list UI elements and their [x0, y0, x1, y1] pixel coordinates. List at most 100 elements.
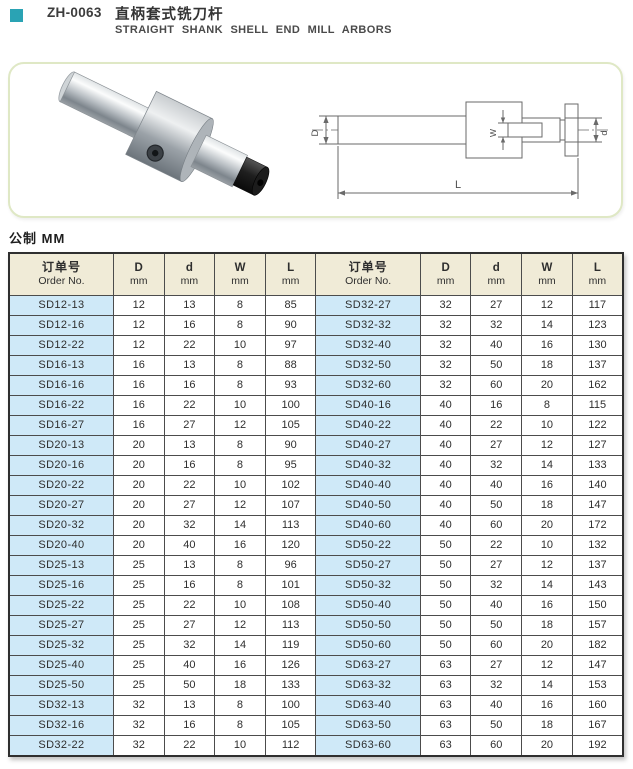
dim-value-cell: 32 — [470, 315, 523, 336]
metric-unit-label: 公制 MM — [9, 231, 66, 246]
dim-value-cell: 167 — [571, 715, 624, 736]
arbor-photo-illustration — [58, 71, 270, 196]
dim-label-L: L — [455, 179, 461, 191]
dim-value-cell: 143 — [571, 575, 624, 596]
keyway-outline — [507, 122, 543, 138]
order-no-cell: SD63-40 — [315, 695, 421, 716]
dim-value-cell: 132 — [571, 535, 624, 556]
dim-value-cell: 40 — [470, 475, 523, 496]
order-no-cell: SD16-13 — [8, 355, 114, 376]
dim-value-cell: 20 — [112, 455, 165, 476]
dim-value-cell: 13 — [163, 555, 216, 576]
dim-value-cell: 22 — [163, 595, 216, 616]
dim-value-cell: 8 — [214, 695, 266, 716]
dim-value-cell: 16 — [214, 655, 266, 676]
dim-value-cell: 112 — [264, 735, 317, 757]
dim-value-cell: 40 — [419, 455, 472, 476]
dim-value-cell: 88 — [264, 355, 317, 376]
dim-value-cell: 50 — [470, 355, 523, 376]
table-row: SD25-16 25 16 8 101 SD50-32 50 32 14 143 — [8, 575, 624, 596]
spec-table: 订单号 Order No. D mm d mm W mm L mm 订单号 Or… — [8, 252, 624, 757]
order-no-cell: SD32-60 — [315, 375, 421, 396]
dim-value-cell: 40 — [470, 335, 523, 356]
dim-value-cell: 12 — [112, 295, 165, 316]
order-no-cell: SD32-50 — [315, 355, 421, 376]
table-row: SD12-16 12 16 8 90 SD32-32 32 32 14 123 — [8, 315, 624, 336]
dim-value-cell: 10 — [214, 475, 266, 496]
dim-value-cell: 22 — [470, 415, 523, 436]
dim-value-cell: 32 — [112, 715, 165, 736]
dim-value-cell: 27 — [163, 615, 216, 636]
dim-value-cell: 40 — [419, 395, 472, 416]
order-no-cell: SD50-32 — [315, 575, 421, 596]
dim-value-cell: 16 — [163, 455, 216, 476]
dim-header-d: d mm — [470, 252, 523, 296]
dim-value-cell: 101 — [264, 575, 317, 596]
dim-value-cell: 40 — [163, 535, 216, 556]
order-no-cell: SD25-32 — [8, 635, 114, 656]
order-no-cell: SD40-32 — [315, 455, 421, 476]
dim-value-cell: 113 — [264, 515, 317, 536]
dim-value-cell: 50 — [163, 675, 216, 696]
dim-value-cell: 97 — [264, 335, 317, 356]
dim-value-cell: 12 — [521, 555, 573, 576]
dim-value-cell: 10 — [214, 735, 266, 757]
dim-value-cell: 8 — [214, 715, 266, 736]
table-row: SD20-40 20 40 16 120 SD50-22 50 22 10 132 — [8, 535, 624, 556]
dim-value-cell: 120 — [264, 535, 317, 556]
dim-value-cell: 8 — [214, 435, 266, 456]
dim-label-d: d — [599, 130, 610, 135]
dim-value-cell: 12 — [214, 415, 266, 436]
dim-value-cell: 108 — [264, 595, 317, 616]
dim-value-cell: 12 — [112, 315, 165, 336]
order-no-header: 订单号 Order No. — [8, 252, 114, 296]
table-row: SD20-27 20 27 12 107 SD40-50 40 50 18 147 — [8, 495, 624, 516]
dim-value-cell: 18 — [214, 675, 266, 696]
dim-value-cell: 172 — [571, 515, 624, 536]
dim-value-cell: 18 — [521, 615, 573, 636]
order-no-cell: SD25-27 — [8, 615, 114, 636]
dim-value-cell: 25 — [112, 615, 165, 636]
table-row: SD20-22 20 22 10 102 SD40-40 40 40 16 140 — [8, 475, 624, 496]
dim-header-W: W mm — [214, 252, 266, 296]
dim-value-cell: 32 — [419, 335, 472, 356]
dim-value-cell: 105 — [264, 415, 317, 436]
dim-value-cell: 16 — [163, 575, 216, 596]
dim-value-cell: 160 — [571, 695, 624, 716]
order-no-header-zh: 订单号 — [41, 260, 81, 275]
dim-value-cell: 153 — [571, 675, 624, 696]
dim-value-cell: 137 — [571, 555, 624, 576]
page-title-english: STRAIGHT SHANK SHELL END MILL ARBORS — [115, 24, 392, 36]
dim-value-cell: 90 — [264, 315, 317, 336]
table-row: SD16-27 16 27 12 105 SD40-22 40 22 10 122 — [8, 415, 624, 436]
table-row: SD32-22 32 22 10 112 SD63-60 63 60 20 192 — [8, 735, 624, 757]
dim-value-cell: 105 — [264, 715, 317, 736]
order-no-cell: SD12-22 — [8, 335, 114, 356]
dim-value-cell: 32 — [419, 295, 472, 316]
dim-value-cell: 133 — [571, 455, 624, 476]
dim-value-cell: 133 — [264, 675, 317, 696]
dim-value-cell: 50 — [419, 575, 472, 596]
order-no-cell: SD50-40 — [315, 595, 421, 616]
dim-value-cell: 119 — [264, 635, 317, 656]
dim-value-cell: 18 — [521, 715, 573, 736]
order-no-cell: SD20-27 — [8, 495, 114, 516]
dim-value-cell: 93 — [264, 375, 317, 396]
dim-value-cell: 123 — [571, 315, 624, 336]
page-title-chinese: 直柄套式铣刀杆 — [115, 7, 224, 23]
shank-outline — [337, 115, 467, 145]
table-row: SD16-22 16 22 10 100 SD40-16 40 16 8 115 — [8, 395, 624, 416]
dim-value-cell: 32 — [419, 355, 472, 376]
dim-value-cell: 8 — [214, 375, 266, 396]
order-no-cell: SD25-22 — [8, 595, 114, 616]
order-no-cell: SD16-27 — [8, 415, 114, 436]
dim-value-cell: 63 — [419, 655, 472, 676]
dim-value-cell: 40 — [419, 495, 472, 516]
dim-value-cell: 157 — [571, 615, 624, 636]
dim-value-cell: 13 — [163, 295, 216, 316]
dim-value-cell: 27 — [470, 435, 523, 456]
order-no-cell: SD32-32 — [315, 315, 421, 336]
dim-value-cell: 192 — [571, 735, 624, 757]
dim-value-cell: 50 — [419, 595, 472, 616]
table-row: SD25-27 25 27 12 113 SD50-50 50 50 18 157 — [8, 615, 624, 636]
